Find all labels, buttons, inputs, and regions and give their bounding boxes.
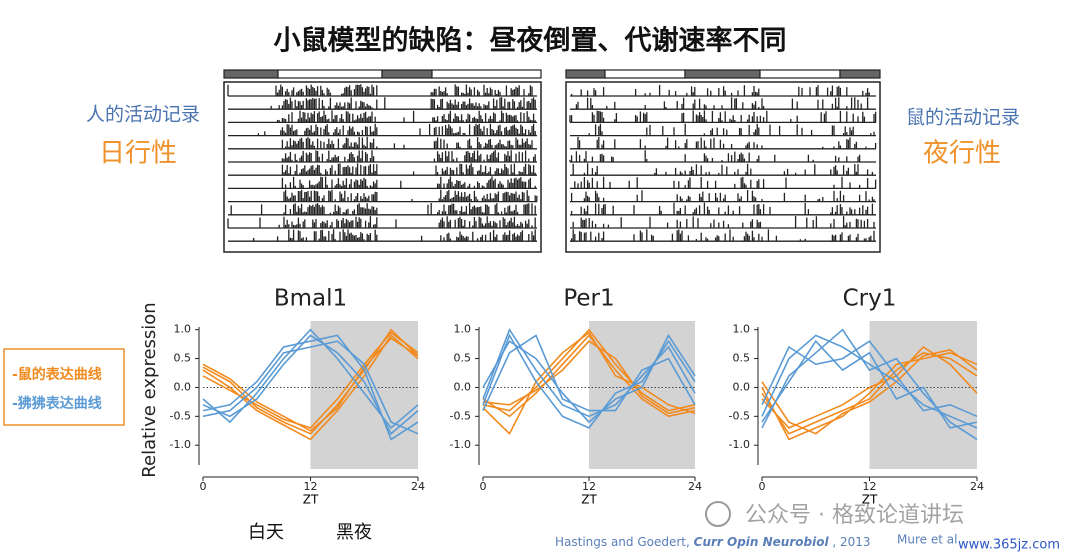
x-axis-label: ZT <box>581 493 597 507</box>
series-line <box>202 340 419 435</box>
x-tick-label: 0 <box>200 480 207 493</box>
series-line <box>202 331 419 429</box>
day-label: 白天 <box>248 522 284 543</box>
y-tick-label: -0.5 <box>170 409 191 422</box>
x-tick-label: 12 <box>582 480 596 493</box>
series-line <box>482 334 696 418</box>
y-tick-label: 1.0 <box>733 323 751 336</box>
night-shade <box>869 321 977 469</box>
x-tick-label: 0 <box>759 480 766 493</box>
series-line <box>482 328 696 412</box>
y-tick-label: -1.0 <box>450 438 471 451</box>
x-tick-label: 24 <box>411 480 425 493</box>
series-line <box>482 327 696 418</box>
series-line <box>202 328 419 430</box>
y-tick-label: 0.0 <box>174 380 192 393</box>
light-bar <box>431 69 542 79</box>
light-bar <box>277 69 383 79</box>
light-bar <box>381 69 433 79</box>
tag: 日行性 <box>99 139 177 169</box>
light-bar <box>684 69 761 79</box>
legend-entry: -鼠的表达曲线 <box>12 366 102 383</box>
y-tick-label: 0.5 <box>454 352 472 365</box>
series-line <box>761 340 978 418</box>
x-tick-label: 0 <box>480 480 487 493</box>
y-tick-label: -1.0 <box>170 438 191 451</box>
tag: 夜行性 <box>923 139 1001 169</box>
series-line <box>761 349 978 435</box>
actogram-activity <box>227 84 538 242</box>
actogram-activity <box>569 84 877 242</box>
series-line <box>482 340 696 415</box>
y-axis-label: Relative expression <box>139 302 160 477</box>
light-bar <box>839 69 881 79</box>
legend-box <box>3 348 125 426</box>
y-tick-label: 0.5 <box>174 352 192 365</box>
x-tick-label: 12 <box>304 480 318 493</box>
x-tick-label: 12 <box>863 480 877 493</box>
citation-part: , 2013 <box>829 535 871 549</box>
x-axis-label: ZT <box>862 493 878 507</box>
y-tick-label: 0.0 <box>733 380 751 393</box>
series-line <box>761 345 978 429</box>
legend-entry: -狒狒表达曲线 <box>12 395 102 412</box>
x-tick-label: 24 <box>970 480 984 493</box>
chart-title: Per1 <box>563 286 614 312</box>
series-line <box>482 333 696 429</box>
watermark: 公众号 · 格致论道讲坛 <box>745 503 964 528</box>
series-line <box>761 351 978 441</box>
x-axis-label: ZT <box>303 493 319 507</box>
chart-title: Bmal1 <box>274 286 347 312</box>
citation: Hastings and Goedert, Curr Opin Neurobio… <box>555 535 871 549</box>
x-tick-label: 24 <box>688 480 702 493</box>
y-tick-label: -0.5 <box>729 409 750 422</box>
citation: Mure et al <box>897 533 957 547</box>
light-bar <box>759 69 841 79</box>
site: www.365jz.com <box>958 538 1060 553</box>
chart-title: Cry1 <box>843 286 897 312</box>
y-tick-label: 0.0 <box>454 380 472 393</box>
y-tick-label: 0.5 <box>733 352 751 365</box>
night-label: 黑夜 <box>336 522 372 543</box>
light-bar <box>604 69 686 79</box>
citation-part: Curr Opin Neurobiol <box>694 535 830 549</box>
y-tick-label: -1.0 <box>729 438 750 451</box>
y-tick-label: 1.0 <box>454 323 472 336</box>
series-line <box>761 339 978 429</box>
y-tick-label: 1.0 <box>174 323 192 336</box>
series-line <box>482 334 696 412</box>
citation-part: Hastings and Goedert, <box>555 535 694 549</box>
night-shade <box>310 321 418 469</box>
caption: 人的活动记录 <box>86 104 200 126</box>
light-bar <box>565 69 606 79</box>
slide-title: 小鼠模型的缺陷：昼夜倒置、代谢速率不同 <box>274 25 787 57</box>
series-line <box>482 331 696 436</box>
light-bar <box>223 69 279 79</box>
y-tick-label: -0.5 <box>450 409 471 422</box>
caption: 鼠的活动记录 <box>906 107 1020 129</box>
series-line <box>202 337 419 432</box>
series-line <box>761 351 978 435</box>
watermark-icon <box>705 501 731 527</box>
